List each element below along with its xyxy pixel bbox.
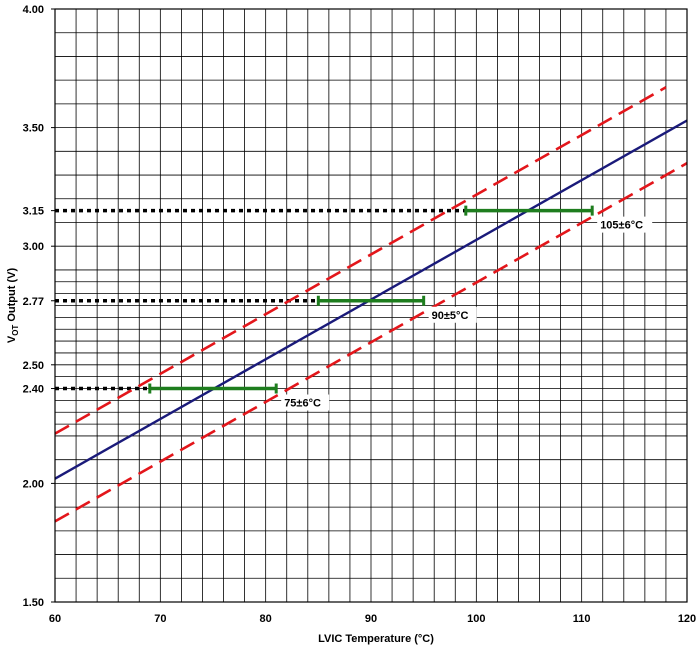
x-tick-label: 70 — [154, 613, 166, 625]
y-axis-title-prefix: V — [6, 335, 18, 343]
x-axis-title: LVIC Temperature (°C) — [318, 633, 434, 645]
reference-lines — [55, 208, 466, 391]
plot-frame — [54, 8, 688, 603]
grid — [54, 8, 688, 603]
tolerance-label-bg — [597, 216, 653, 233]
x-tick-labels: 60 70 80 90 100 110 120 — [49, 613, 696, 625]
y-tick-label: 2.77 — [23, 296, 44, 308]
y-tick-label: 3.00 — [23, 241, 44, 253]
y-tick-label: 3.15 — [23, 206, 44, 218]
y-axis-title: VOT Output (V) — [6, 268, 20, 344]
tolerance-bars: 75±6°C 90±5°C 105±6°C — [148, 205, 653, 411]
y-axis-title-subscript: OT — [11, 325, 20, 336]
tolerance-label: 75±6°C — [284, 398, 321, 410]
y-tick-label: 1.50 — [23, 597, 44, 609]
y-tick-label: 4.00 — [23, 4, 44, 16]
y-tick-label: 2.00 — [23, 478, 44, 490]
tolerance-limit-line — [54, 86, 667, 435]
y-tick-labels: 1.50 2.00 2.40 2.50 2.77 3.00 3.15 3.50 4.00 — [23, 4, 55, 609]
tolerance-label: 105±6°C — [600, 220, 643, 232]
x-tick-label: 110 — [573, 613, 591, 625]
y-tick-label: 2.50 — [23, 360, 44, 372]
x-tick-label: 120 — [678, 613, 696, 625]
tolerance-label-bg — [281, 394, 330, 411]
x-tick-label: 100 — [467, 613, 485, 625]
y-tick-label: 2.40 — [23, 384, 44, 396]
x-tick-label: 80 — [260, 613, 272, 625]
y-tick-label: 3.50 — [23, 123, 44, 135]
tolerance-label: 90±5°C — [432, 310, 469, 322]
x-tick-label: 90 — [365, 613, 377, 625]
y-axis-title-suffix: Output (V) — [6, 268, 18, 325]
x-tick-label: 60 — [49, 613, 61, 625]
tolerance-limit-line — [54, 162, 688, 523]
tolerance-label-bg — [428, 306, 477, 323]
